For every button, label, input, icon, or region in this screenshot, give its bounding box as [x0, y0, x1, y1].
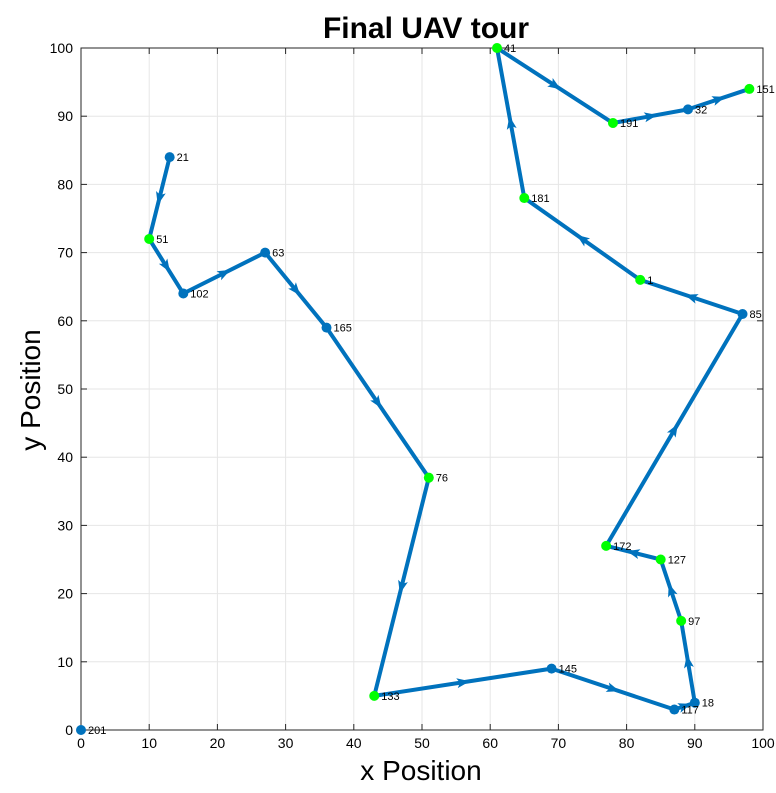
node-label-41: 41: [504, 43, 516, 55]
node-label-51: 51: [156, 234, 168, 246]
x-tick-label: 80: [619, 735, 635, 751]
node-21: [164, 152, 175, 163]
node-181: [519, 193, 530, 204]
node-label-32: 32: [695, 104, 707, 116]
x-tick-label: 0: [77, 735, 85, 751]
node-127: [655, 554, 666, 565]
direction-arrow: [547, 78, 561, 90]
x-axis-label: x Position: [360, 755, 481, 786]
node-label-21: 21: [177, 152, 189, 164]
node-label-63: 63: [272, 248, 284, 260]
node-97: [676, 615, 687, 626]
node-label-1: 1: [647, 275, 653, 287]
y-tick-label: 90: [57, 108, 73, 124]
y-tick-label: 30: [57, 517, 73, 533]
axis-ticks: 0 10 20 30 40 50 60 70 80 90 100 0 10 20 30 40 50 60 70 80 9…: [50, 40, 775, 751]
node-191: [607, 118, 618, 129]
node-label-97: 97: [688, 616, 700, 628]
direction-arrow: [668, 583, 678, 598]
node-76: [423, 472, 434, 483]
node-label-181: 181: [531, 193, 549, 205]
node-41: [492, 43, 503, 53]
node-label-151: 151: [756, 84, 774, 96]
y-tick-label: 60: [57, 313, 73, 329]
x-tick-label: 70: [551, 735, 567, 751]
x-tick-label: 10: [141, 735, 157, 751]
direction-arrow: [456, 678, 470, 689]
node-label-145: 145: [559, 664, 577, 676]
x-tick-label: 100: [751, 735, 775, 751]
node-201: [76, 725, 86, 735]
direction-arrow: [677, 703, 692, 713]
node-151: [744, 83, 755, 94]
direction-arrow: [605, 682, 620, 692]
direction-arrow: [216, 269, 231, 281]
y-tick-label: 70: [57, 245, 73, 261]
node-63: [260, 247, 271, 258]
chart-title: Final UAV tour: [323, 12, 529, 45]
node-32: [682, 104, 693, 115]
y-tick-label: 80: [57, 176, 73, 192]
node-label-191: 191: [620, 118, 638, 130]
x-tick-label: 30: [278, 735, 294, 751]
node-label-165: 165: [334, 323, 352, 335]
y-tick-label: 40: [57, 449, 73, 465]
direction-arrows: [156, 78, 726, 713]
tour-path: [147, 46, 752, 712]
x-tick-label: 40: [346, 735, 362, 751]
node-18: [689, 697, 700, 708]
y-axis-label: y Position: [15, 329, 46, 450]
x-tick-label: 60: [482, 735, 498, 751]
direction-arrow: [643, 112, 658, 123]
node-label-127: 127: [668, 555, 686, 567]
node-117: [669, 704, 680, 715]
direction-arrow: [684, 654, 694, 669]
x-tick-label: 50: [414, 735, 430, 751]
grid: [80, 47, 764, 731]
tour-nodes: [76, 43, 755, 735]
node-label-117: 117: [681, 705, 699, 717]
direction-arrow: [370, 394, 382, 409]
node-85: [737, 308, 748, 319]
y-tick-label: 50: [57, 381, 73, 397]
tour-line: [147, 46, 752, 712]
node-1: [635, 274, 646, 285]
node-label-102: 102: [190, 289, 208, 301]
node-51: [144, 233, 155, 244]
node-145: [546, 663, 557, 674]
direction-arrow: [288, 282, 301, 296]
node-label-85: 85: [750, 309, 762, 321]
y-tick-label: 0: [65, 722, 73, 738]
y-tick-label: 10: [57, 654, 73, 670]
node-label-18: 18: [702, 698, 714, 710]
node-133: [369, 690, 380, 701]
direction-arrow: [626, 549, 641, 559]
node-label-76: 76: [436, 473, 448, 485]
y-tick-label: 20: [57, 586, 73, 602]
direction-arrow: [158, 258, 170, 273]
node-172: [601, 540, 612, 551]
node-label-201: 201: [88, 725, 106, 737]
node-102: [178, 288, 189, 299]
direction-arrow: [506, 116, 517, 130]
y-tick-label: 100: [50, 40, 74, 56]
node-165: [321, 322, 332, 333]
x-tick-label: 90: [687, 735, 703, 751]
node-label-133: 133: [381, 691, 399, 703]
direction-arrow: [398, 579, 408, 594]
x-tick-label: 20: [210, 735, 226, 751]
direction-arrow: [684, 294, 699, 304]
node-label-172: 172: [613, 541, 631, 553]
direction-arrow: [576, 234, 591, 247]
direction-arrow: [666, 423, 678, 438]
direction-arrow: [156, 191, 166, 205]
direction-arrow: [711, 96, 726, 106]
